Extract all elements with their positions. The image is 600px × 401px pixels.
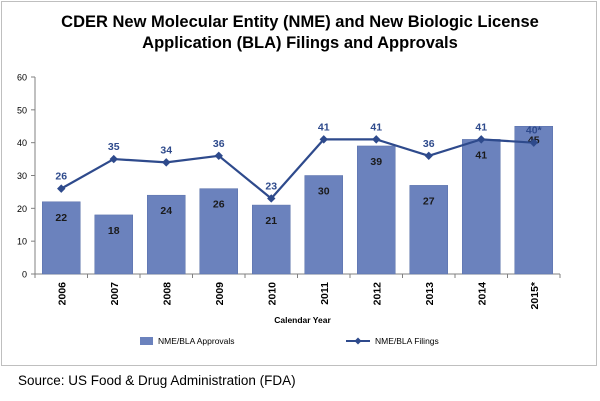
x-tick-label: 2008 <box>161 282 173 306</box>
filings-marker <box>109 154 118 164</box>
approval-bar <box>462 139 501 275</box>
approval-data-label: 24 <box>160 205 172 217</box>
filings-marker <box>529 138 538 147</box>
x-tick-label: 2006 <box>56 282 68 306</box>
filings-data-label: 34 <box>160 144 172 156</box>
filings-data-label: 23 <box>265 180 277 192</box>
y-tick-label: 10 <box>17 237 27 247</box>
approval-bar <box>304 175 343 275</box>
x-tick-label: 2015* <box>529 281 541 309</box>
approval-bar <box>199 188 238 275</box>
filings-marker <box>214 151 223 160</box>
approval-bar <box>147 194 186 275</box>
approval-bar <box>409 185 448 275</box>
chart-title-line-1: CDER New Molecular Entity (NME) and New … <box>61 13 539 31</box>
filings-data-label: 41 <box>370 121 382 133</box>
source-caption: Source: US Food & Drug Administration (F… <box>18 373 296 388</box>
approval-data-label: 41 <box>475 149 487 161</box>
filings-marker <box>424 151 433 160</box>
x-tick-label: 2012 <box>371 282 383 306</box>
y-tick-label: 50 <box>17 105 27 115</box>
x-tick-label: 2010 <box>266 282 278 306</box>
x-tick-label: 2009 <box>214 282 226 306</box>
filings-data-label: 41 <box>318 121 330 133</box>
filings-data-label: 36 <box>423 138 435 150</box>
approval-data-label: 22 <box>55 212 67 224</box>
filings-marker <box>319 135 328 144</box>
legend-line-marker <box>354 337 362 345</box>
x-axis-title: Calendar Year <box>274 315 331 325</box>
y-tick-label: 40 <box>17 138 27 148</box>
approval-bar <box>42 201 81 275</box>
approval-bar <box>514 126 553 275</box>
legend-filings-label: NME/BLA Filings <box>375 336 439 346</box>
approval-bar <box>357 145 396 275</box>
y-tick-label: 0 <box>22 270 27 280</box>
approval-data-label: 21 <box>265 215 277 227</box>
approval-bar <box>252 204 291 275</box>
filings-data-label: 40* <box>526 125 543 137</box>
y-tick-label: 60 <box>17 73 27 83</box>
filings-marker <box>267 194 276 203</box>
filings-marker <box>477 135 486 144</box>
filings-marker <box>372 135 381 144</box>
x-tick-label: 2014 <box>476 282 488 306</box>
filings-data-label: 41 <box>475 121 487 133</box>
x-tick-label: 2011 <box>319 282 331 305</box>
approval-bar <box>94 214 133 275</box>
y-tick-label: 20 <box>17 204 27 214</box>
approval-data-label: 18 <box>108 225 120 237</box>
filings-line <box>60 138 534 200</box>
approval-data-label: 39 <box>370 156 382 168</box>
filings-marker <box>57 184 66 193</box>
filings-marker <box>162 158 171 167</box>
approval-data-label: 30 <box>318 186 330 198</box>
filings-data-label: 35 <box>108 141 120 153</box>
approval-data-label: 26 <box>213 199 225 211</box>
approval-data-label: 27 <box>423 195 435 207</box>
legend-approvals-label: NME/BLA Approvals <box>158 336 235 346</box>
filings-data-label: 26 <box>55 171 67 183</box>
y-tick-label: 30 <box>17 171 27 181</box>
chart-title: CDER New Molecular Entity (NME) and New … <box>0 12 600 54</box>
x-tick-label: 2013 <box>424 282 436 306</box>
chart-title-line-2: Application (BLA) Filings and Approvals <box>142 34 458 52</box>
filings-data-label: 36 <box>213 138 225 150</box>
x-tick-label: 2007 <box>109 282 121 306</box>
legend-bar-swatch <box>140 337 153 345</box>
